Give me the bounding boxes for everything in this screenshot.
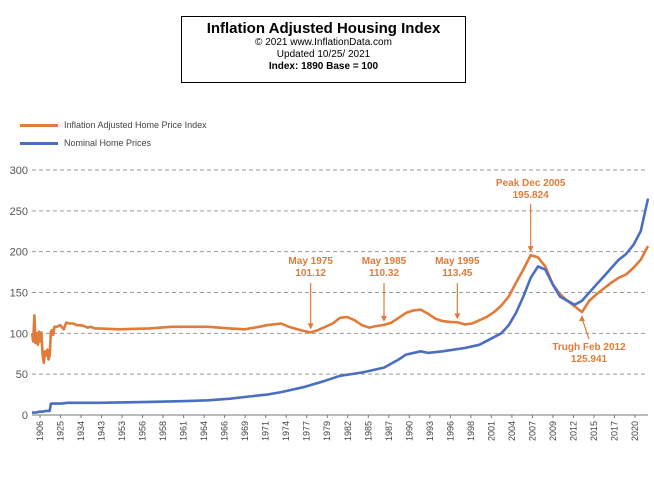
x-tick-label: 1958 <box>158 421 168 441</box>
x-tick-label: 1977 <box>302 421 312 441</box>
chart-title: Inflation Adjusted Housing Index <box>206 20 441 37</box>
y-tick-label: 0 <box>22 410 28 422</box>
annotation-value: 125.941 <box>571 354 608 365</box>
annotation-value: 113.45 <box>442 268 472 279</box>
y-tick-label: 50 <box>16 369 28 381</box>
x-tick-label: 1934 <box>76 421 86 441</box>
legend-swatch-nominal <box>20 142 58 146</box>
x-tick-label: 1979 <box>322 421 332 441</box>
annotation-value: 101.12 <box>295 268 326 279</box>
legend-label-real: Inflation Adjusted Home Price Index <box>64 120 207 130</box>
x-tick-label: 1969 <box>240 421 250 441</box>
x-tick-label: 2009 <box>548 421 558 441</box>
index-base-text: Index: 1890 Base = 100 <box>268 61 379 72</box>
legend-item-nominal: Nominal Home Prices <box>20 138 151 148</box>
x-tick-label: 1966 <box>220 421 230 441</box>
x-tick-label: 2007 <box>527 421 537 441</box>
annotation-label: May 1995 <box>435 256 480 267</box>
x-tick-label: 1987 <box>384 421 394 441</box>
annotation-arrowhead <box>307 323 314 330</box>
x-tick-label: 2020 <box>630 421 640 441</box>
annotation-arrowhead <box>454 313 461 320</box>
x-tick-label: 2017 <box>609 421 619 441</box>
y-tick-label: 250 <box>10 206 28 218</box>
chart-title-box: Inflation Adjusted Housing Index © 2021 … <box>181 16 466 83</box>
y-tick-label: 300 <box>10 165 28 177</box>
x-tick-label: 1993 <box>425 421 435 441</box>
series-line-real <box>30 245 650 364</box>
updated-text: Updated 10/25/ 2021 <box>276 49 371 60</box>
x-tick-label: 1985 <box>363 421 373 441</box>
x-tick-label: 1996 <box>445 421 455 441</box>
annotation-value: 110.32 <box>369 268 399 279</box>
x-tick-label: 1982 <box>343 421 353 441</box>
x-tick-label: 1956 <box>138 421 148 441</box>
x-tick-label: 2015 <box>589 421 599 441</box>
x-tick-label: 1906 <box>35 421 45 441</box>
x-tick-label: 1964 <box>199 421 209 441</box>
legend-label-nominal: Nominal Home Prices <box>64 138 152 148</box>
annotation-arrowhead <box>579 315 585 322</box>
legend-item-real: Inflation Adjusted Home Price Index <box>20 120 207 130</box>
x-tick-label: 1943 <box>97 421 107 441</box>
annotation-label: Peak Dec 2005 <box>496 178 566 189</box>
y-tick-label: 150 <box>10 288 28 300</box>
copyright-text: © 2021 www.InflationData.com <box>255 37 392 48</box>
x-tick-label: 1998 <box>466 421 476 441</box>
annotation-label: May 1975 <box>288 256 333 267</box>
y-tick-label: 100 <box>10 328 28 340</box>
y-tick-label: 200 <box>10 247 28 259</box>
x-tick-label: 1953 <box>117 421 127 441</box>
x-tick-label: 2012 <box>568 421 578 441</box>
series-line-nominal <box>32 198 650 414</box>
x-tick-label: 2004 <box>507 421 517 441</box>
x-tick-label: 1925 <box>56 421 66 441</box>
annotation-arrowhead <box>527 246 534 253</box>
x-tick-label: 2001 <box>486 421 496 441</box>
annotation-label: May 1985 <box>362 256 407 267</box>
x-tick-label: 1961 <box>179 421 189 441</box>
legend-swatch-real <box>20 124 58 128</box>
x-tick-label: 1971 <box>261 421 271 441</box>
x-tick-label: 1974 <box>281 421 291 441</box>
annotation-arrow <box>581 317 590 340</box>
annotation-label: Trugh Feb 2012 <box>552 342 626 353</box>
x-tick-label: 1990 <box>404 421 414 441</box>
annotation-arrowhead <box>381 315 387 322</box>
annotation-value: 195.824 <box>513 190 550 201</box>
